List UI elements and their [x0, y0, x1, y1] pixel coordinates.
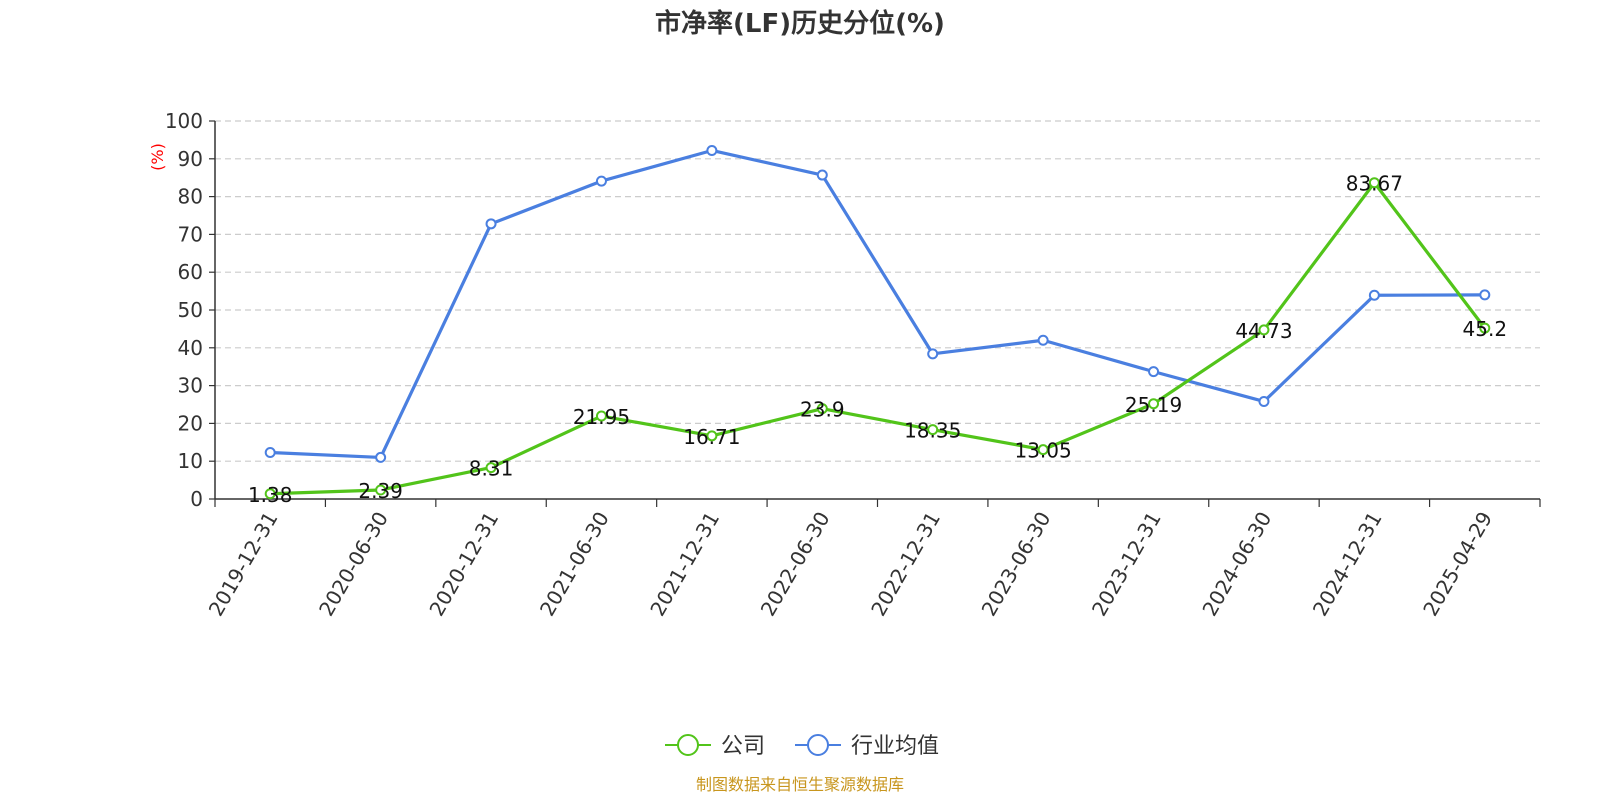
data-point[interactable] — [706, 144, 718, 156]
y-tick-label: 90 — [178, 147, 203, 171]
legend[interactable]: 公司 行业均值 — [665, 734, 939, 759]
x-tick-label: 2024-12-31 — [1308, 508, 1387, 621]
data-point[interactable] — [1258, 324, 1270, 336]
x-tick-label: 2024-06-30 — [1197, 508, 1276, 621]
data-point[interactable] — [1368, 177, 1380, 189]
x-tick-label: 2020-12-31 — [424, 507, 503, 620]
data-point[interactable] — [595, 175, 607, 187]
x-tick-label: 2021-06-30 — [535, 508, 614, 621]
data-point[interactable] — [1148, 398, 1160, 410]
x-tick-label: 2022-06-30 — [756, 508, 835, 621]
y-tick-label: 70 — [178, 222, 203, 246]
data-point[interactable] — [485, 218, 497, 230]
series-line — [270, 148, 1485, 460]
legend-label: 公司 — [721, 734, 765, 759]
data-point[interactable] — [706, 430, 718, 442]
y-tick-label: 30 — [178, 374, 203, 398]
data-point[interactable] — [927, 348, 939, 360]
y-tick-label: 10 — [178, 449, 203, 473]
data-label: 1.38 — [248, 483, 293, 507]
y-tick-label: 60 — [178, 260, 203, 284]
data-point[interactable] — [1368, 289, 1380, 301]
data-label: 23.9 — [800, 398, 845, 422]
legend-marker — [677, 734, 699, 756]
legend-item[interactable]: 行业均值 — [795, 734, 939, 759]
data-label: 8.31 — [469, 457, 514, 481]
data-point[interactable] — [1258, 395, 1270, 407]
data-point[interactable] — [1479, 322, 1491, 334]
legend-item[interactable]: 公司 — [665, 734, 765, 759]
data-point[interactable] — [1148, 366, 1160, 378]
series-layer — [264, 144, 1491, 500]
x-tick-label: 2025-04-29 — [1418, 508, 1497, 621]
grid-lines — [215, 120, 1540, 462]
data-label: 83.67 — [1346, 172, 1403, 196]
data-label: 21.95 — [573, 405, 630, 429]
x-tick-label: 2020-06-30 — [314, 508, 393, 621]
y-tick-label: 50 — [178, 298, 203, 322]
series-line — [270, 181, 1487, 496]
data-point[interactable] — [595, 410, 607, 422]
data-point[interactable] — [816, 403, 828, 415]
data-point[interactable] — [1037, 444, 1049, 456]
y-tick-label: 20 — [178, 411, 203, 435]
data-label: 44.73 — [1235, 319, 1292, 343]
y-tick-label: 100 — [165, 109, 203, 133]
data-label: 2.39 — [358, 479, 403, 503]
y-tick-label: 40 — [178, 336, 203, 360]
axes: 0 10 20 30 40 50 60 70 80 90 100 2019-12-31 2020-06-… — [165, 109, 1541, 621]
data-point[interactable] — [816, 169, 828, 181]
y-tick-label: 0 — [190, 487, 203, 511]
y-tick-label: 80 — [178, 185, 203, 209]
chart-title: 市净率(LF)历史分位(%) — [655, 8, 945, 39]
x-tick-label: 2023-06-30 — [977, 508, 1056, 621]
data-label: 16.71 — [683, 425, 740, 449]
data-point[interactable] — [1479, 289, 1491, 301]
x-tick-label: 2022-12-31 — [866, 507, 945, 620]
data-point[interactable] — [264, 488, 276, 500]
data-label: 25.19 — [1125, 393, 1182, 417]
data-point[interactable] — [485, 462, 497, 474]
x-tick-label: 2021-12-31 — [645, 508, 724, 621]
legend-label: 行业均值 — [851, 734, 939, 759]
data-point[interactable] — [375, 451, 387, 463]
x-tick-label: 2019-12-31 — [204, 508, 283, 621]
data-label: 18.35 — [904, 419, 961, 443]
data-point[interactable] — [927, 424, 939, 436]
data-label: 45.2 — [1463, 317, 1508, 341]
x-tick-label: 2023-12-31 — [1087, 508, 1166, 621]
data-point[interactable] — [1037, 334, 1049, 346]
data-label: 13.05 — [1014, 439, 1071, 463]
data-point[interactable] — [264, 447, 276, 459]
y-axis-label: (%) — [148, 143, 167, 171]
data-point[interactable] — [375, 484, 387, 496]
data-labels: 1.38 2.39 8.31 21.95 16.71 23.9 18.35 13.05 25.1… — [248, 172, 1507, 507]
legend-marker — [807, 734, 829, 756]
source-note: 制图数据来自恒生聚源数据库 — [696, 775, 904, 794]
